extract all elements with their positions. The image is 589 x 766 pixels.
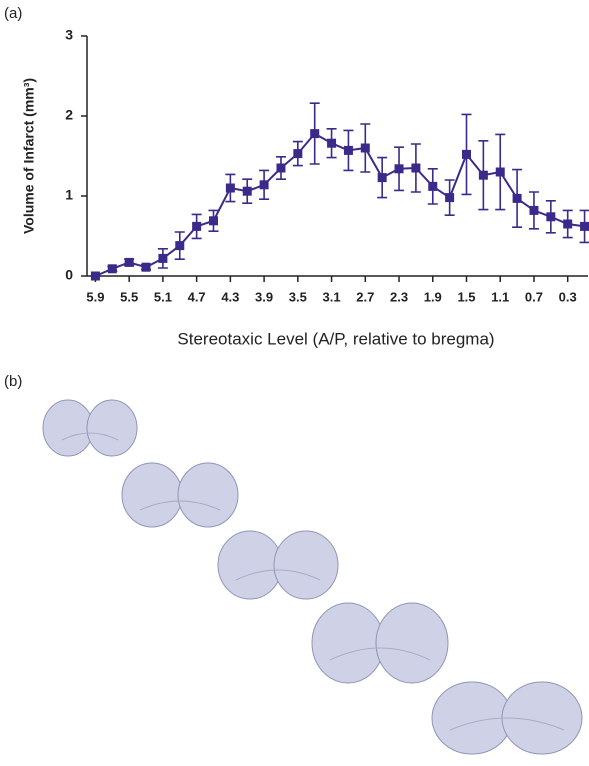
x-tick-label: 3.9 — [255, 289, 273, 304]
brain-section — [121, 462, 239, 528]
data-point — [90, 271, 100, 281]
x-tick-label: 4.7 — [188, 289, 206, 304]
x-tick-label: 1.5 — [457, 289, 475, 304]
x-tick-label: 2.3 — [390, 289, 408, 304]
brain-section — [217, 530, 339, 600]
data-point — [445, 193, 455, 203]
brain-section — [42, 399, 138, 457]
panel-label: (b) — [4, 373, 22, 390]
data-point — [478, 170, 488, 180]
x-axis-title: Stereotaxic Level (A/P, relative to breg… — [177, 329, 494, 348]
data-point — [259, 180, 269, 190]
brain-section — [311, 602, 449, 684]
data-line — [95, 132, 585, 277]
data-point — [462, 149, 471, 159]
data-point — [175, 241, 185, 251]
x-tick-label: 2.7 — [356, 289, 374, 304]
data-point — [327, 138, 337, 148]
data-point — [242, 186, 252, 196]
y-tick-label: 3 — [65, 27, 73, 43]
data-point — [158, 253, 168, 263]
data-point — [343, 145, 353, 155]
data-point — [141, 262, 151, 272]
data-point — [512, 193, 522, 203]
data-point — [192, 221, 202, 231]
y-tick-label: 0 — [65, 267, 73, 283]
brain-sections — [42, 399, 583, 755]
data-point — [209, 216, 218, 226]
x-tick-label: 3.1 — [323, 289, 341, 304]
data-point — [546, 212, 556, 222]
data-point — [107, 264, 117, 274]
brain-section — [431, 681, 583, 755]
data-point — [580, 221, 589, 231]
x-tick-label: 4.3 — [221, 289, 239, 304]
x-tick-label: 1.9 — [424, 289, 442, 304]
data-point — [225, 183, 235, 193]
y-tick-label: 1 — [65, 187, 73, 203]
data-point — [394, 164, 404, 174]
data-point — [377, 173, 387, 183]
y-axis-title: Volume of Infarct (mm³) — [21, 78, 37, 234]
data-point — [529, 205, 539, 215]
data-point — [411, 163, 421, 173]
data-point — [563, 219, 573, 229]
x-tick-label: 5.1 — [154, 289, 172, 304]
x-tick-label: 1.1 — [491, 289, 509, 304]
data-point — [124, 257, 134, 267]
panel-label: (a) — [4, 5, 22, 22]
data-point — [360, 143, 370, 153]
data-point — [495, 167, 505, 177]
x-tick-label: 0.7 — [525, 289, 543, 304]
data-point — [310, 129, 320, 139]
x-tick-label: 0.3 — [559, 289, 577, 304]
y-tick-label: 2 — [65, 107, 73, 123]
x-tick-label: 5.5 — [120, 289, 138, 304]
data-point — [276, 163, 286, 173]
data-point — [293, 149, 303, 159]
data-point — [428, 181, 438, 191]
x-tick-label: 3.5 — [289, 289, 307, 304]
x-tick-label: 5.9 — [86, 289, 104, 304]
